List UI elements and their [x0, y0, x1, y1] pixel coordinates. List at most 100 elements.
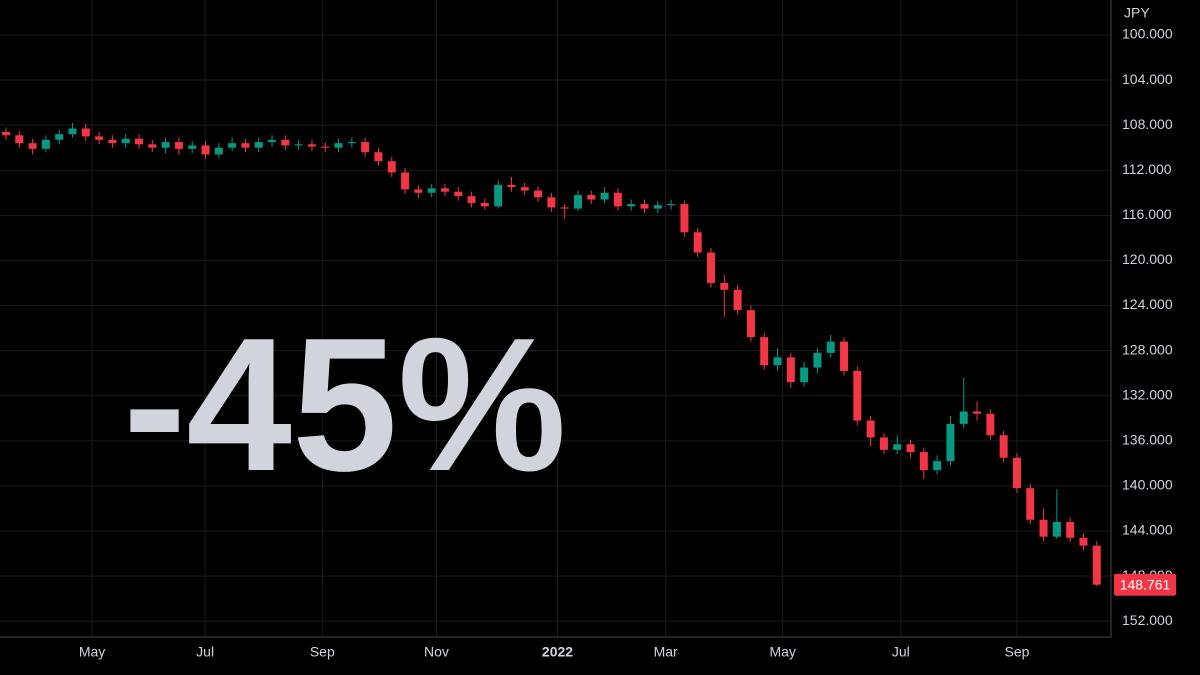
candle-body	[866, 420, 875, 438]
candle-body	[228, 143, 237, 148]
candle-body	[906, 444, 915, 453]
candle-body	[68, 128, 77, 135]
candle-body	[1092, 545, 1101, 585]
candle-body	[853, 370, 862, 421]
candle-body	[174, 142, 183, 149]
y-tick-label: 104.000	[1122, 71, 1173, 87]
candle-body	[773, 357, 782, 366]
candle-body	[334, 143, 343, 148]
candle-body	[640, 204, 649, 209]
candle-body	[81, 128, 90, 137]
candle-body	[800, 367, 809, 383]
y-tick-label: 112.000	[1122, 161, 1172, 177]
candle-body	[893, 444, 902, 450]
x-tick-label: Jul	[196, 644, 214, 660]
candle-body	[560, 207, 569, 209]
candle-body	[55, 134, 64, 140]
candle-body	[454, 191, 463, 197]
x-tick-label: Mar	[654, 644, 678, 660]
candle-body	[813, 352, 822, 368]
candle-body	[1066, 522, 1075, 538]
candle-body	[347, 142, 356, 144]
x-tick-label: Sep	[310, 644, 335, 660]
candles	[1, 122, 1101, 587]
candle-body	[986, 413, 995, 436]
candle-body	[41, 139, 50, 149]
candle-body	[494, 184, 503, 207]
candle-body	[600, 192, 609, 200]
y-tick-label: 152.000	[1122, 612, 1173, 628]
candle-body	[321, 146, 330, 148]
candle-body	[281, 139, 290, 146]
grid	[0, 0, 1111, 637]
candle-body	[268, 139, 277, 143]
candle-body	[760, 337, 769, 366]
candle-body	[933, 461, 942, 471]
candle-body	[1079, 537, 1088, 546]
last-price-label: 148.761	[1120, 576, 1171, 592]
x-tick-label: Sep	[1004, 644, 1029, 660]
y-tick-label: 108.000	[1122, 116, 1173, 132]
candle-body	[414, 189, 423, 193]
candle-body	[1012, 457, 1021, 489]
y-tick-label: 132.000	[1122, 386, 1173, 402]
x-tick-label: May	[79, 644, 105, 660]
candle-body	[440, 188, 449, 192]
y-tick-label: 100.000	[1122, 26, 1173, 42]
y-tick-label: 140.000	[1122, 477, 1173, 493]
candle-body	[161, 142, 170, 148]
candle-body	[707, 252, 716, 283]
candle-body	[135, 138, 144, 145]
candle-body	[121, 138, 130, 144]
candle-body	[680, 204, 689, 233]
candle-body	[1, 131, 10, 136]
x-tick-label: 2022	[542, 644, 573, 660]
candle-body	[401, 172, 410, 190]
candle-body	[520, 187, 529, 191]
candle-body	[534, 190, 543, 198]
candle-body	[786, 357, 795, 383]
candle-body	[480, 202, 489, 207]
candle-body	[693, 232, 702, 253]
candle-body	[587, 195, 596, 200]
candle-body	[840, 341, 849, 371]
candle-body	[95, 136, 104, 140]
candle-body	[973, 411, 982, 414]
candle-body	[28, 143, 37, 149]
candle-body	[108, 139, 117, 144]
candle-body	[999, 435, 1008, 458]
candle-body	[427, 188, 436, 193]
y-tick-label: 124.000	[1122, 296, 1173, 312]
candle-body	[547, 197, 556, 208]
candle-body	[959, 411, 968, 424]
candle-body	[361, 142, 370, 153]
candle-body	[746, 310, 755, 338]
candle-body	[15, 135, 24, 144]
candle-body	[919, 452, 928, 471]
y-tick-label: 128.000	[1122, 341, 1173, 357]
candle-body	[1039, 519, 1048, 537]
candle-body	[254, 142, 263, 148]
candle-body	[214, 147, 223, 155]
candle-body	[627, 204, 636, 207]
candle-body	[720, 282, 729, 290]
candle-body	[307, 144, 316, 147]
candle-body	[1052, 522, 1061, 537]
candle-body	[733, 289, 742, 311]
axes: 100.000 104.000 108.000 112.000 116.000 120.0…	[79, 26, 1176, 660]
candle-body	[467, 196, 476, 203]
y-unit: JPY	[1124, 5, 1150, 21]
candle-body	[573, 195, 582, 209]
candle-body	[653, 205, 662, 209]
candle-body	[1026, 488, 1035, 520]
last-price-box	[1114, 573, 1176, 596]
y-tick-label: 144.000	[1122, 522, 1173, 538]
x-tick-label: May	[769, 644, 795, 660]
candle-body	[241, 143, 250, 148]
x-tick-label: Jul	[892, 644, 910, 660]
candle-body	[879, 437, 888, 450]
y-tick-label: 116.000	[1122, 206, 1172, 222]
